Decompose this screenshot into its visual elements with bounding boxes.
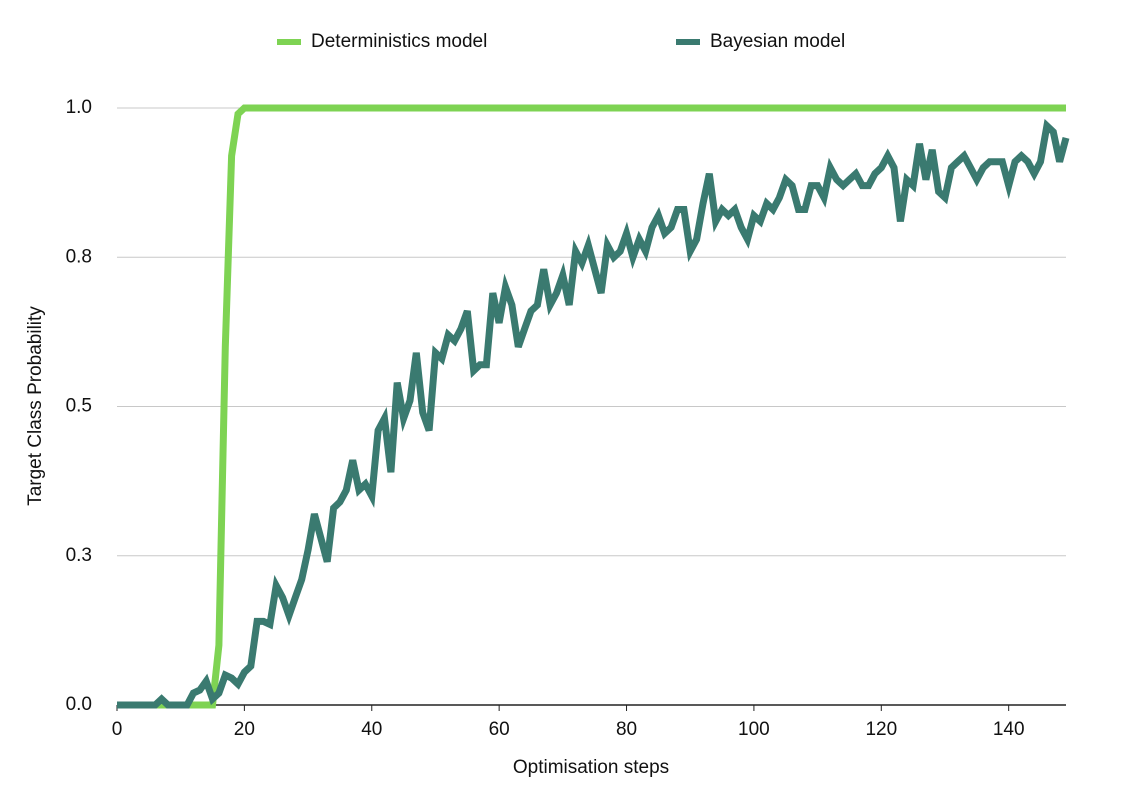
y-tick-label: 0.3 [66, 545, 92, 566]
legend-label: Bayesian model [710, 31, 845, 52]
x-tick-label: 120 [865, 719, 897, 740]
y-tick-label: 1.0 [66, 97, 92, 118]
legend-label: Deterministics model [311, 31, 487, 52]
x-tick-label: 40 [361, 719, 382, 740]
x-tick-label: 100 [738, 719, 770, 740]
x-tick-label: 0 [112, 719, 123, 740]
x-tick-label: 20 [234, 719, 255, 740]
y-axis-label: Target Class Probability [25, 306, 46, 506]
y-tick-label: 0.5 [66, 396, 92, 417]
y-tick-label: 0.0 [66, 694, 92, 715]
series-line [117, 118, 1070, 709]
y-tick-label: 0.8 [66, 246, 92, 267]
series-line [117, 104, 1066, 709]
x-tick-label: 80 [616, 719, 637, 740]
x-axis-label: Optimisation steps [513, 757, 669, 778]
x-tick-label: 60 [489, 719, 510, 740]
x-tick-label: 140 [993, 719, 1025, 740]
